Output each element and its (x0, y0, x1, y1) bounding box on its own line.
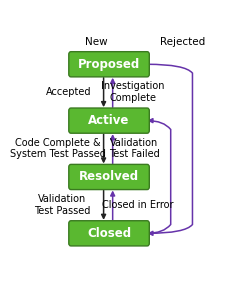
Text: Rejected: Rejected (160, 37, 205, 47)
Text: Code Complete &
System Test Passed: Code Complete & System Test Passed (10, 138, 106, 160)
Text: Active: Active (88, 114, 130, 127)
FancyBboxPatch shape (69, 52, 149, 77)
Text: Proposed: Proposed (78, 58, 140, 71)
Text: New: New (85, 37, 108, 47)
Text: Closed: Closed (87, 227, 131, 240)
FancyBboxPatch shape (69, 108, 149, 133)
Text: Resolved: Resolved (79, 170, 139, 183)
Text: Closed in Error: Closed in Error (102, 200, 174, 210)
FancyBboxPatch shape (69, 221, 149, 246)
Text: Validation
Test Failed: Validation Test Failed (109, 138, 160, 160)
Text: Investigation
Complete: Investigation Complete (101, 81, 164, 103)
FancyBboxPatch shape (69, 164, 149, 190)
Text: Accepted: Accepted (46, 87, 92, 97)
Text: Validation
Test Passed: Validation Test Passed (34, 194, 90, 216)
